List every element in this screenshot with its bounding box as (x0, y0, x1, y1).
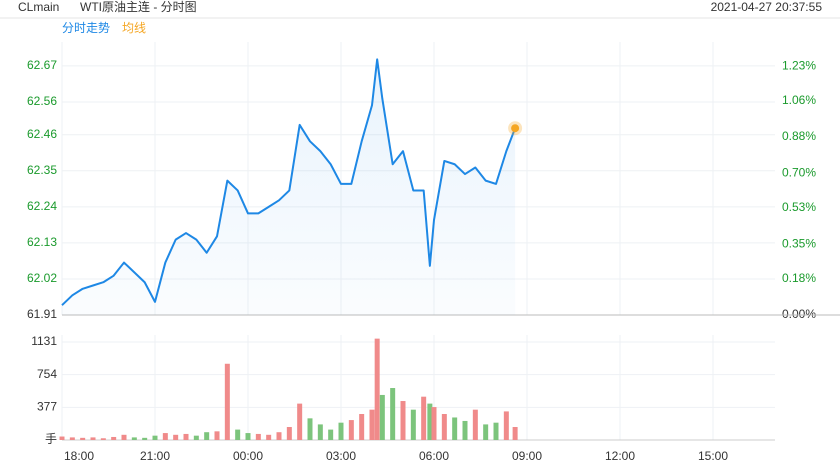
volume-bar (472, 409, 478, 440)
volume-bar (297, 403, 303, 440)
volume-bar (111, 436, 117, 440)
volume-bar (266, 434, 272, 440)
x-tick-label: 12:00 (605, 449, 635, 463)
volume-bar (503, 411, 509, 440)
x-tick-label: 18:00 (64, 449, 94, 463)
volume-bar (69, 437, 75, 440)
volume-bar (379, 394, 385, 440)
volume-bar (421, 396, 427, 440)
x-tick-label: 15:00 (698, 449, 728, 463)
volume-bar (276, 432, 282, 440)
volume-bar (183, 433, 189, 440)
volume-bar (348, 420, 354, 440)
volume-bar (162, 433, 168, 440)
y-tick-label: 62.56 (27, 94, 57, 108)
y-tick-label: 61.91 (27, 307, 57, 321)
volume-bar (493, 422, 499, 440)
volume-bar (152, 435, 158, 440)
y2-tick-label: 1.23% (782, 58, 816, 72)
volume-bar (390, 388, 396, 440)
volume-bar (121, 434, 127, 440)
volume-bar (131, 437, 137, 440)
volume-bar (369, 409, 375, 440)
volume-bar (173, 434, 179, 440)
volume-bar (214, 431, 220, 440)
volume-bar (452, 417, 458, 440)
y-tick-label: 62.46 (27, 127, 57, 141)
x-tick-label: 21:00 (140, 449, 170, 463)
volume-bar (204, 432, 210, 440)
volume-bar (245, 433, 251, 440)
x-tick-label: 00:00 (233, 449, 263, 463)
y-tick-label: 62.13 (27, 235, 57, 249)
x-tick-label: 03:00 (326, 449, 356, 463)
price-line (61, 58, 517, 306)
y2-tick-label: 0.35% (782, 236, 816, 250)
volume-bar (400, 401, 406, 440)
volume-bar (255, 433, 261, 440)
volume-bar (431, 407, 437, 440)
volume-bar (307, 418, 313, 440)
volume-bar (410, 409, 416, 440)
volume-bar (338, 422, 344, 440)
volume-bar (359, 414, 365, 440)
x-tick-label: 09:00 (512, 449, 542, 463)
volume-bar (224, 363, 230, 440)
volume-bar (235, 429, 241, 440)
volume-bar (328, 429, 334, 440)
volume-bar (59, 436, 65, 440)
y-tick-label: 62.35 (27, 163, 57, 177)
volume-bar (441, 414, 447, 440)
volume-bar (462, 420, 468, 440)
y2-tick-label: 0.88% (782, 129, 816, 143)
volume-bar (142, 437, 148, 440)
volume-bar (374, 338, 380, 440)
y-tick-label: 手 (45, 432, 57, 446)
volume-bar (80, 437, 86, 440)
symbol: CLmain (18, 0, 59, 14)
volume-bar (512, 427, 518, 440)
x-tick-label: 06:00 (419, 449, 449, 463)
price-area (62, 59, 516, 315)
y-tick-label: 377 (37, 400, 57, 414)
y2-tick-label: 1.06% (782, 93, 816, 107)
y2-tick-label: 0.70% (782, 166, 816, 180)
average-marker (511, 124, 520, 133)
y-tick-label: 62.02 (27, 271, 57, 285)
volume-bar (90, 437, 96, 440)
y2-tick-label: 0.18% (782, 271, 816, 285)
instrument-name: WTI原油主连 - 分时图 (80, 0, 197, 14)
y-tick-label: 62.67 (27, 58, 57, 72)
volume-bar (317, 424, 323, 440)
volume-bar (483, 424, 489, 440)
volume-bar (100, 438, 106, 440)
y-tick-label: 62.24 (27, 199, 57, 213)
volume-bar (286, 427, 292, 440)
volume-bar (427, 403, 433, 440)
volume-bar (193, 435, 199, 440)
y-tick-label: 1131 (31, 334, 57, 348)
legend-entry: 分时走势 (62, 21, 110, 35)
legend-entry: 均线 (122, 21, 146, 35)
y-tick-label: 754 (37, 367, 57, 381)
y2-tick-label: 0.00% (782, 307, 816, 321)
timestamp: 2021-04-27 20:37:55 (711, 0, 823, 14)
y2-tick-label: 0.53% (782, 200, 816, 214)
